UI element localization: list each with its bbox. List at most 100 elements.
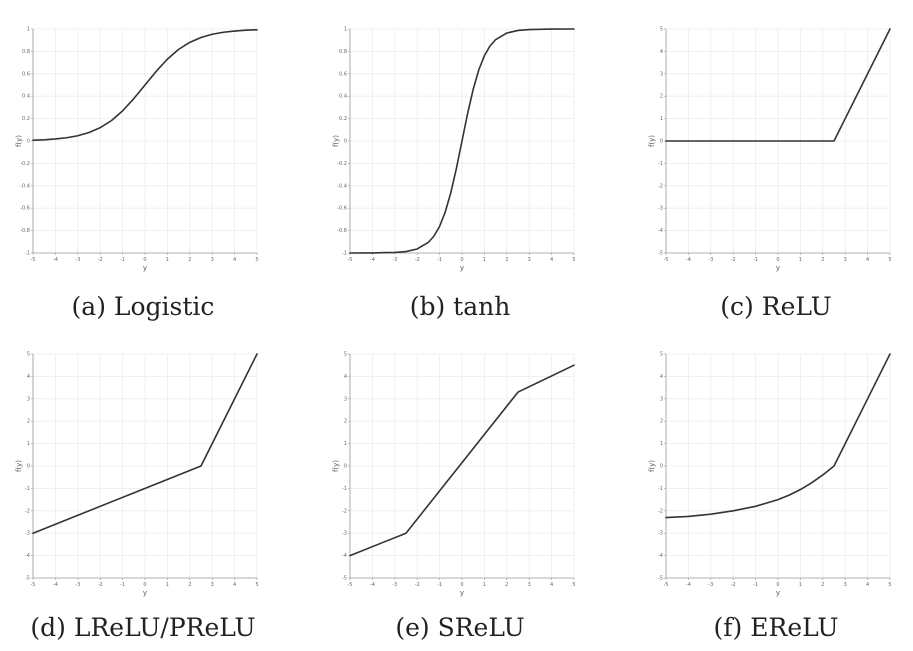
y-tick-label: -1	[25, 486, 30, 492]
y-tick-label: 1	[27, 27, 30, 33]
chart-logistic: -5 -4 -3 -2 -1 0 1 2 3 4 5 1 0.8 0.6 0.4 0.2 0 -0.2 -0.4 -0…	[15, 27, 259, 273]
x-tick-label: 3	[528, 582, 531, 588]
x-tick-label: -4	[370, 582, 375, 588]
x-tick-label: 4	[233, 582, 236, 588]
y-tick-label: -4	[25, 553, 30, 559]
x-tick-label: 3	[844, 257, 847, 263]
y-tick-label: 2	[660, 94, 663, 100]
y-tick-label: 5	[660, 352, 663, 358]
y-axis-label: f(y)	[648, 460, 656, 472]
x-tick-label: 1	[799, 582, 802, 588]
x-tick-label: -4	[53, 582, 58, 588]
y-tick-label: -3	[658, 206, 663, 212]
panel-relu: -5 -4 -3 -2 -1 0 1 2 3 4 5 5 4 3 2 1 0 -1 -2 -3 -4 -5 y f(y) (c…	[646, 15, 906, 322]
caption-logistic: (a) Logistic	[71, 292, 215, 321]
y-tick-label: -5	[25, 576, 30, 582]
y-axis-label: f(y)	[332, 460, 340, 472]
y-tick-label: -4	[342, 553, 347, 559]
y-tick-label: 5	[660, 27, 663, 33]
x-tick-label: -5	[348, 582, 353, 588]
series-line-erelu	[665, 353, 891, 519]
y-axis-label: f(y)	[15, 460, 23, 472]
x-tick-label: 3	[528, 257, 531, 263]
y-tick-label: -2	[342, 508, 347, 514]
y-tick-label: 2	[660, 419, 663, 425]
x-tick-label: -5	[348, 257, 353, 263]
panel-erelu: -5 -4 -3 -2 -1 0 1 2 3 4 5 5 4 3 2 1 0 -1 -2 -3 -4 -5 y f(y) (f…	[646, 340, 906, 643]
x-tick-label: 5	[572, 582, 575, 588]
y-axis-label: f(y)	[15, 135, 23, 147]
y-tick-label: -2	[25, 508, 30, 514]
x-tick-label: -5	[664, 257, 669, 263]
x-tick-label: -4	[53, 257, 58, 263]
caption-erelu: (f) EReLU	[713, 613, 839, 642]
x-tick-label: 0	[776, 582, 779, 588]
y-tick-label: 0	[344, 139, 347, 145]
x-tick-label: 0	[776, 257, 779, 263]
y-tick-label: 0	[660, 464, 663, 470]
x-axis-label: y	[143, 589, 147, 597]
y-tick-label: -0.4	[337, 183, 347, 189]
x-tick-label: -5	[31, 582, 36, 588]
y-tick-label: 0.2	[22, 116, 30, 122]
series-line-lrelu-prelu	[32, 353, 258, 534]
chart-tanh: -5 -4 -3 -2 -1 0 1 2 3 4 5 1 0.8 0.6 0.4 0.2 0 -0.2 -0.4 -0…	[332, 27, 576, 273]
x-tick-label: 5	[888, 582, 891, 588]
x-tick-label: 4	[233, 257, 236, 263]
x-tick-label: -2	[731, 582, 736, 588]
y-tick-label: -0.6	[20, 206, 30, 212]
chart-srelu: -5 -4 -3 -2 -1 0 1 2 3 4 5 5 4 3 2 1 0 -1 -2 -3 -4 -5 y f(y)	[332, 352, 576, 598]
y-tick-label: 4	[660, 374, 663, 380]
y-tick-label: -1	[658, 161, 663, 167]
x-tick-label: -1	[120, 582, 125, 588]
y-tick-label: -2	[658, 508, 663, 514]
chart-relu: -5 -4 -3 -2 -1 0 1 2 3 4 5 5 4 3 2 1 0 -1 -2 -3 -4 -5 y f(y)	[648, 27, 892, 273]
x-tick-label: -4	[686, 582, 691, 588]
y-tick-label: 1	[344, 441, 347, 447]
x-tick-label: -2	[415, 257, 420, 263]
y-tick-label: -3	[658, 531, 663, 537]
x-tick-label: 0	[460, 257, 463, 263]
y-tick-label: -5	[658, 576, 663, 582]
y-tick-label: 0	[27, 464, 30, 470]
x-tick-label: -1	[437, 257, 442, 263]
y-tick-label: 3	[660, 71, 663, 77]
y-axis-label: f(y)	[332, 135, 340, 147]
y-tick-label: 3	[344, 396, 347, 402]
y-tick-label: 0	[344, 464, 347, 470]
y-tick-label: -5	[342, 576, 347, 582]
y-tick-label: -0.8	[20, 228, 30, 234]
y-tick-label: 1	[660, 116, 663, 122]
x-tick-label: -3	[392, 257, 397, 263]
panel-srelu: -5 -4 -3 -2 -1 0 1 2 3 4 5 5 4 3 2 1 0 -1 -2 -3 -4 -5 y f(y) (e…	[330, 340, 590, 643]
y-axis-label: f(y)	[648, 135, 656, 147]
x-axis-label: y	[143, 264, 147, 272]
y-tick-label: 5	[344, 352, 347, 358]
x-tick-label: -1	[120, 257, 125, 263]
x-tick-label: 5	[255, 257, 258, 263]
y-tick-label: 0.8	[339, 49, 347, 55]
y-tick-label: 2	[27, 419, 30, 425]
y-tick-label: 3	[660, 396, 663, 402]
caption-lrelu-prelu: (d) LReLU/PReLU	[30, 613, 256, 642]
x-tick-label: -3	[75, 582, 80, 588]
x-tick-label: -5	[664, 582, 669, 588]
y-tick-label: 1	[27, 441, 30, 447]
series-line-relu	[665, 28, 891, 142]
chart-erelu: -5 -4 -3 -2 -1 0 1 2 3 4 5 5 4 3 2 1 0 -1 -2 -3 -4 -5 y f(y)	[648, 352, 892, 598]
y-tick-label: 3	[27, 396, 30, 402]
x-axis-label: y	[460, 264, 464, 272]
caption-relu: (c) ReLU	[720, 292, 832, 321]
x-tick-label: 5	[572, 257, 575, 263]
x-tick-label: -4	[686, 257, 691, 263]
y-tick-label: -1	[658, 486, 663, 492]
x-axis-label: y	[776, 589, 780, 597]
x-tick-label: 4	[866, 257, 869, 263]
x-tick-label: -1	[753, 257, 758, 263]
y-tick-label: -4	[658, 553, 663, 559]
y-tick-label: -3	[342, 531, 347, 537]
y-tick-label: -0.4	[20, 183, 30, 189]
y-tick-label: -0.2	[337, 161, 347, 167]
series-line-srelu	[349, 364, 575, 557]
x-tick-label: 1	[483, 257, 486, 263]
